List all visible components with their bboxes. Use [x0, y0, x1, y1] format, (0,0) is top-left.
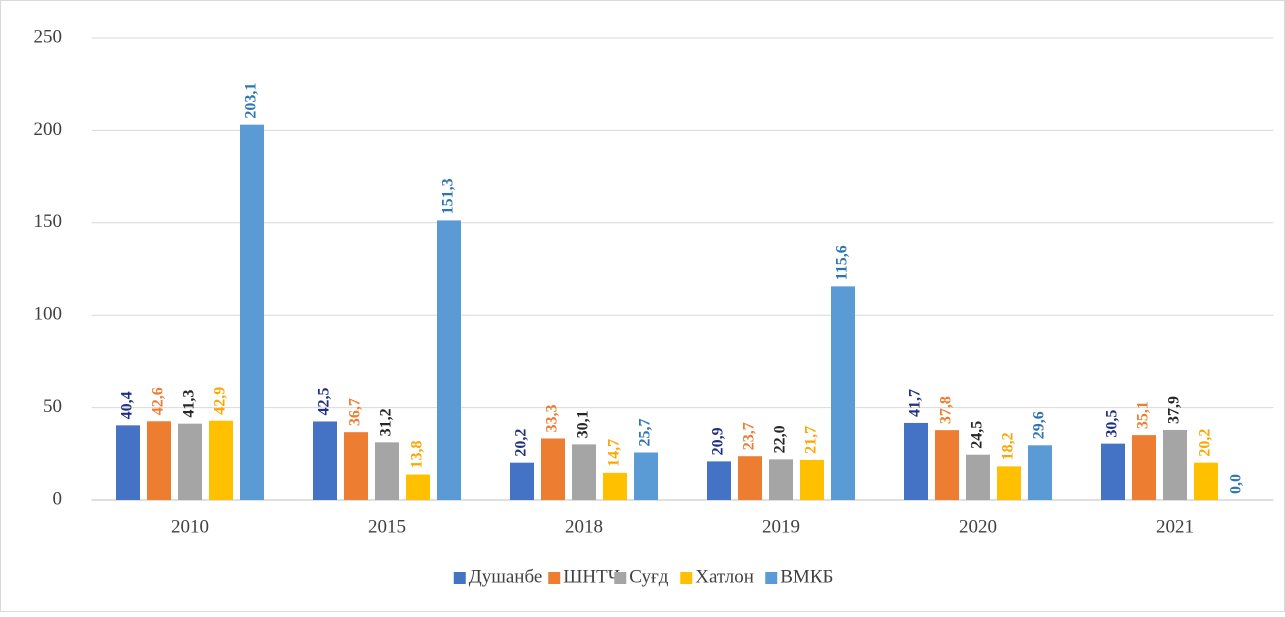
- bar: [178, 423, 202, 500]
- value-label: 31,2: [378, 408, 395, 436]
- value-label: 14,7: [606, 439, 623, 467]
- value-label: 41,3: [181, 390, 198, 418]
- value-label: 33,3: [544, 404, 561, 432]
- legend-swatch: [765, 572, 778, 584]
- value-label: 35,1: [1135, 401, 1152, 429]
- y-tick-label: 150: [34, 211, 63, 232]
- bar: [935, 430, 959, 500]
- bar: [738, 456, 762, 500]
- bar: [904, 422, 928, 500]
- value-label: 151,3: [440, 178, 457, 214]
- value-label: 30,5: [1104, 410, 1121, 438]
- value-label: 18,2: [1000, 432, 1017, 460]
- bar: [707, 461, 731, 500]
- bar: [634, 452, 658, 500]
- value-label: 42,5: [316, 387, 333, 415]
- y-tick-label: 250: [34, 26, 63, 47]
- x-tick-label: 2010: [171, 516, 209, 537]
- value-label: 37,9: [1166, 396, 1183, 424]
- bar: [1132, 435, 1156, 500]
- value-label: 21,7: [803, 426, 820, 454]
- value-label: 20,2: [1197, 429, 1214, 457]
- value-label: 42,9: [212, 387, 229, 415]
- value-label: 37,8: [938, 396, 955, 424]
- bar: [966, 454, 990, 500]
- legend-swatch: [680, 572, 693, 584]
- bar: [116, 425, 140, 500]
- bar: [1028, 445, 1052, 500]
- value-label: 115,6: [834, 245, 851, 280]
- bar: [375, 442, 399, 500]
- y-tick-label: 200: [34, 119, 63, 140]
- bar: [831, 286, 855, 500]
- legend-swatch: [453, 572, 466, 584]
- x-tick-label: 2015: [368, 516, 406, 537]
- legend-swatch: [614, 572, 627, 584]
- value-label: 0,0: [1228, 474, 1245, 494]
- x-tick-label: 2021: [1156, 516, 1194, 537]
- value-label: 29,6: [1031, 411, 1048, 439]
- bar: [572, 444, 596, 500]
- legend-label: ВМКБ: [780, 566, 833, 587]
- x-tick-label: 2018: [565, 516, 603, 537]
- bar: [437, 220, 461, 501]
- value-label: 25,7: [637, 419, 654, 447]
- bar: [313, 421, 337, 500]
- legend-label: Хатлон: [695, 566, 754, 587]
- y-tick-label: 0: [53, 488, 63, 509]
- bar: [344, 432, 368, 500]
- value-label: 20,9: [710, 427, 727, 455]
- legend-label: Душанбе: [469, 566, 543, 587]
- x-tick-label: 2020: [959, 516, 997, 537]
- bar: [209, 420, 233, 500]
- bar: [406, 474, 430, 500]
- bar: [603, 472, 627, 500]
- legend-label: Суғд: [629, 566, 668, 587]
- bar: [769, 459, 793, 500]
- y-tick-label: 50: [43, 396, 62, 417]
- bar: [510, 462, 534, 500]
- bar: [1101, 443, 1125, 500]
- value-label: 30,1: [575, 410, 592, 438]
- legend-label: ШНТЧ: [563, 566, 620, 587]
- value-label: 203,1: [243, 83, 260, 119]
- bar: [1194, 462, 1218, 500]
- x-tick-label: 2019: [762, 516, 800, 537]
- bar: [541, 438, 565, 500]
- value-label: 23,7: [741, 422, 758, 450]
- value-label: 40,4: [119, 391, 136, 419]
- y-tick-label: 100: [34, 304, 63, 325]
- value-label: 24,5: [969, 421, 986, 449]
- value-label: 36,7: [347, 398, 364, 426]
- bar: [147, 421, 171, 500]
- value-label: 42,6: [150, 387, 167, 415]
- value-label: 41,7: [907, 389, 924, 417]
- bar: [1163, 429, 1187, 500]
- value-label: 20,2: [513, 429, 530, 457]
- bar: [800, 459, 824, 500]
- legend-swatch: [548, 572, 561, 584]
- value-label: 22,0: [772, 425, 789, 453]
- value-label: 13,8: [409, 440, 426, 468]
- bar: [240, 124, 264, 500]
- bar: [997, 466, 1021, 500]
